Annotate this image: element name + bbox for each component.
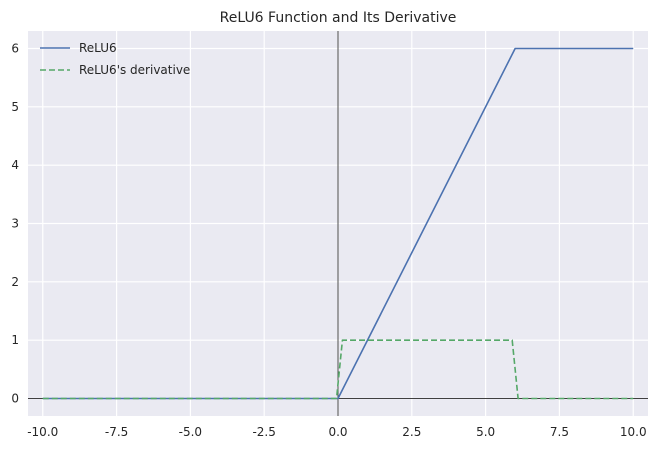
x-tick-label: 2.5 — [402, 425, 421, 439]
y-tick-label: 4 — [11, 158, 19, 172]
series-lines — [42, 47, 634, 400]
y-tick-label: 6 — [11, 42, 19, 56]
x-tick-label: -7.5 — [105, 425, 128, 439]
x-tick-label: 10.0 — [620, 425, 647, 439]
y-tick-label: 3 — [11, 217, 19, 231]
x-tick-label: 5.0 — [476, 425, 495, 439]
y-tick-label: 2 — [11, 275, 19, 289]
chart-title: ReLU6 Function and Its Derivative — [220, 10, 457, 26]
x-tick-label: -2.5 — [252, 425, 275, 439]
y-tick-label: 1 — [11, 333, 19, 347]
x-tick-label: 7.5 — [550, 425, 569, 439]
y-tick-label: 0 — [11, 392, 19, 406]
legend-label: ReLU6 — [79, 41, 117, 55]
legend-label: ReLU6's derivative — [79, 63, 190, 77]
legend: ReLU6 ReLU6's derivative — [40, 41, 190, 77]
x-tick-label: -5.0 — [179, 425, 202, 439]
x-tick-label: 0.0 — [328, 425, 347, 439]
x-axis-ticks: -10.0 -7.5 -5.0 -2.5 0.0 2.5 5.0 7.5 10.0 — [27, 425, 646, 439]
x-tick-label: -10.0 — [27, 425, 58, 439]
relu6-derivative-line — [42, 339, 634, 400]
y-tick-label: 5 — [11, 100, 19, 114]
y-axis-ticks: 0 1 2 3 4 5 6 — [11, 42, 19, 406]
